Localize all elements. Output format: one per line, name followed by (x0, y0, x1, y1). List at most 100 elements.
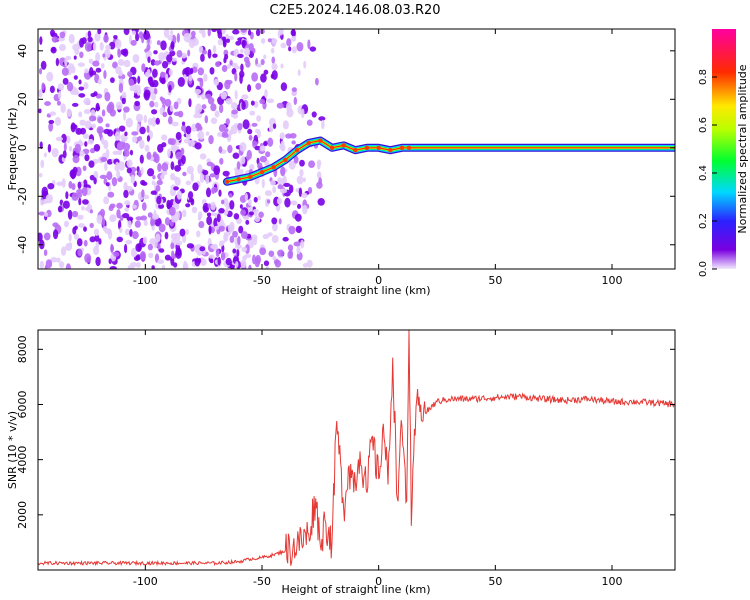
noise-blob (279, 132, 285, 140)
noise-blob (134, 84, 141, 90)
noise-blob (99, 174, 107, 180)
noise-blob (84, 41, 92, 52)
noise-blob (252, 237, 258, 246)
noise-blob (131, 204, 137, 209)
noise-blob (74, 48, 80, 55)
noise-blob (43, 232, 51, 241)
noise-blob (127, 264, 135, 269)
snr-x-label: Height of straight line (km) (281, 583, 430, 596)
noise-blob (291, 87, 297, 92)
noise-blob (84, 206, 91, 212)
noise-blob (82, 165, 87, 172)
noise-blob (185, 125, 192, 135)
noise-blob (220, 91, 228, 100)
noise-blob (176, 97, 182, 105)
noise-blob (209, 258, 214, 264)
noise-blob (124, 207, 130, 212)
noise-blob (212, 45, 217, 54)
noise-blob (150, 92, 156, 101)
snr-frame (37, 329, 676, 571)
noise-blob (89, 147, 96, 154)
noise-blob (225, 257, 232, 266)
noise-blob (176, 190, 182, 200)
noise-blob (60, 246, 67, 256)
noise-blob (250, 100, 255, 106)
noise-blob (190, 198, 195, 206)
noise-blob (78, 93, 86, 98)
noise-blob (216, 213, 221, 223)
noise-blob (137, 75, 141, 84)
noise-blob (272, 255, 277, 261)
noise-blob (261, 178, 265, 189)
noise-blob (151, 109, 158, 115)
noise-blob (74, 225, 78, 230)
noise-blob (151, 225, 155, 231)
noise-blob (263, 54, 267, 60)
noise-blob (158, 52, 166, 62)
noise-blob (290, 200, 298, 206)
noise-blob (60, 103, 66, 114)
noise-blob (252, 208, 259, 214)
noise-blob (308, 160, 316, 168)
noise-blob (183, 260, 188, 269)
noise-blob (280, 166, 286, 177)
noise-blob (164, 98, 172, 107)
noise-blob (290, 29, 296, 37)
noise-blob (175, 131, 182, 141)
noise-blob (143, 91, 150, 101)
trace-point (341, 143, 346, 148)
noise-blob (244, 192, 248, 202)
noise-blob (188, 74, 193, 82)
noise-blob (156, 195, 162, 205)
noise-blob (87, 138, 94, 145)
noise-blob (151, 180, 156, 186)
noise-blob (232, 113, 239, 119)
noise-blob (237, 122, 243, 131)
noise-blob (271, 70, 278, 80)
trace-point (388, 148, 393, 153)
noise-blob (175, 240, 183, 246)
chart-title: C2E5.2024.146.08.03.R20 (269, 3, 440, 18)
noise-blob (167, 148, 171, 158)
noise-blob (215, 248, 220, 258)
noise-blob (109, 77, 115, 84)
noise-blob (291, 140, 296, 145)
noise-blob (244, 253, 252, 258)
noise-blob (109, 203, 116, 209)
noise-blob (107, 101, 115, 112)
noise-blob (236, 161, 241, 170)
noise-blob (135, 113, 144, 123)
noise-blob (170, 242, 175, 250)
noise-blob (139, 250, 146, 261)
spectrogram-y-ticks: -40 -20 0 20 40 (16, 44, 675, 254)
noise-blob (49, 111, 57, 116)
noise-blob (214, 110, 220, 118)
noise-blob (244, 47, 251, 56)
noise-blob (318, 177, 323, 185)
noise-blob (40, 199, 44, 206)
noise-blob (153, 238, 158, 249)
noise-blob (303, 60, 307, 69)
noise-blob (142, 194, 150, 200)
spectrogram-panel: -100 -50 0 50 100 -40 -20 0 20 40 Height of stra… (6, 28, 676, 297)
spectrogram-x-ticks: -100 -50 0 50 100 (133, 29, 623, 287)
noise-blob (158, 223, 166, 233)
noise-blob (185, 229, 189, 235)
noise-blob (114, 39, 122, 49)
noise-blob (164, 254, 171, 261)
trace-point (248, 174, 253, 180)
noise-blob (62, 150, 67, 159)
noise-blob (233, 213, 240, 220)
noise-blob (48, 122, 54, 132)
noise-blob (176, 32, 180, 43)
noise-blob (247, 84, 252, 93)
noise-blob (71, 210, 79, 218)
noise-blob (272, 185, 277, 194)
noise-blob (316, 159, 322, 167)
noise-blob (217, 38, 223, 46)
noise-blob (199, 246, 206, 252)
noise-blob (43, 249, 48, 257)
noise-blob (148, 252, 154, 259)
noise-blob (103, 70, 107, 80)
noise-blob (207, 29, 211, 37)
